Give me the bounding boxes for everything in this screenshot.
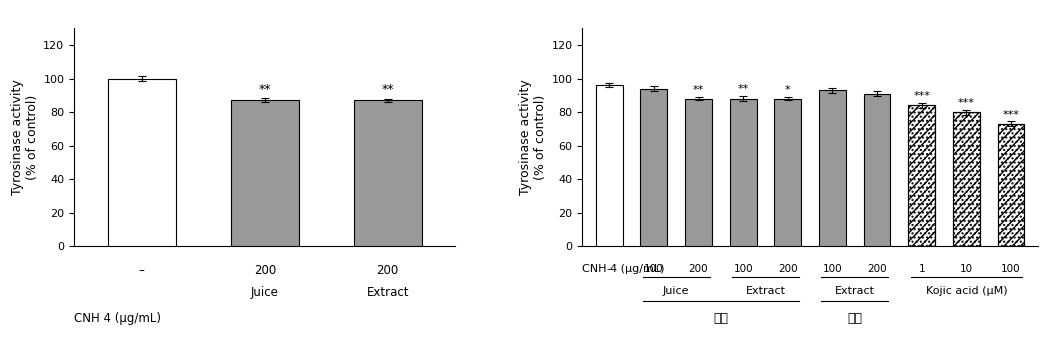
Text: *: * [785, 85, 791, 95]
Text: 200: 200 [688, 264, 708, 274]
Text: ***: *** [913, 91, 930, 101]
Text: Kojic acid (μM): Kojic acid (μM) [926, 286, 1007, 296]
Text: 100: 100 [823, 264, 842, 274]
Text: **: ** [693, 85, 704, 95]
Bar [685, 99, 712, 246]
Text: CNH 4 (μg/mL): CNH 4 (μg/mL) [74, 312, 161, 325]
Bar [354, 100, 421, 246]
Bar [596, 85, 623, 246]
Text: 200: 200 [867, 264, 887, 274]
Text: 전초: 전초 [714, 312, 729, 325]
Text: ***: *** [1003, 110, 1020, 120]
Text: 1: 1 [918, 264, 926, 274]
Y-axis label: Tyrosinase activity
(% of control): Tyrosinase activity (% of control) [11, 80, 39, 195]
Bar [953, 112, 980, 246]
Text: **: ** [737, 84, 749, 94]
Bar [774, 99, 802, 246]
Text: 100: 100 [644, 264, 664, 274]
Text: Juice: Juice [663, 286, 689, 296]
Bar [998, 124, 1024, 246]
Text: –: – [139, 264, 145, 277]
Bar [108, 78, 176, 246]
Text: 종자: 종자 [847, 312, 862, 325]
Bar [231, 100, 299, 246]
Text: Extract: Extract [366, 286, 409, 299]
Text: ***: *** [958, 98, 975, 108]
Text: 200: 200 [253, 264, 276, 277]
Y-axis label: Tyrosinase activity
(% of control): Tyrosinase activity (% of control) [519, 80, 548, 195]
Text: CNH 4 (μg/mL): CNH 4 (μg/mL) [582, 264, 665, 274]
Text: 100: 100 [1001, 264, 1021, 274]
Bar [641, 89, 667, 246]
Text: 100: 100 [733, 264, 753, 274]
Text: **: ** [258, 83, 271, 96]
Bar [819, 90, 846, 246]
Text: –: – [607, 264, 612, 274]
Bar [909, 105, 935, 246]
Bar [998, 124, 1024, 246]
Bar [909, 105, 935, 246]
Bar [730, 99, 756, 246]
Text: **: ** [381, 83, 394, 96]
Text: 200: 200 [377, 264, 399, 277]
Text: 10: 10 [959, 264, 973, 274]
Text: Extract: Extract [834, 286, 875, 296]
Text: Extract: Extract [746, 286, 786, 296]
Text: Juice: Juice [251, 286, 279, 299]
Bar [953, 112, 980, 246]
Bar [864, 94, 891, 246]
Text: 200: 200 [778, 264, 797, 274]
